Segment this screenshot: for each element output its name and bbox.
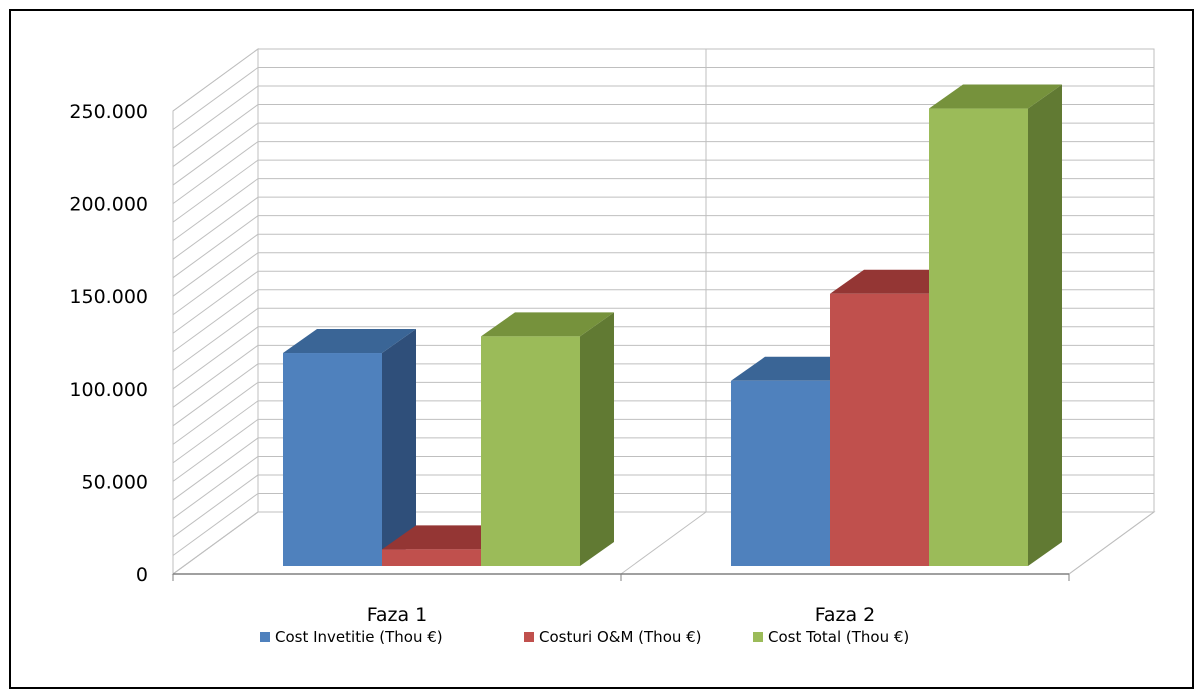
gridline-side bbox=[172, 437, 259, 501]
bar-0-2 bbox=[481, 312, 614, 566]
gridline-side bbox=[172, 233, 259, 297]
y-tick-label: 50.000 bbox=[82, 471, 148, 493]
gridline-side bbox=[172, 326, 259, 390]
y-tick-label: 0 bbox=[136, 564, 148, 586]
legend-label: Cost Invetitie (Thou €) bbox=[275, 628, 443, 646]
y-axis-tick-labels: 0 50.000 100.000 150.000 200.000 250.000 bbox=[69, 101, 148, 586]
y-tick-label: 250.000 bbox=[69, 101, 148, 123]
legend-item: Cost Total (Thou €) bbox=[753, 628, 909, 646]
legend-swatch bbox=[260, 632, 270, 642]
bar-side bbox=[1028, 84, 1062, 566]
gridline-side bbox=[172, 159, 259, 223]
gridline-side bbox=[172, 289, 259, 353]
bar-side bbox=[382, 329, 416, 566]
bar-top bbox=[481, 312, 614, 337]
y-tick-label: 100.000 bbox=[69, 379, 148, 401]
gridline-side bbox=[172, 215, 259, 279]
gridline-side bbox=[172, 344, 259, 408]
gridline-side bbox=[172, 48, 259, 112]
legend-swatch bbox=[753, 632, 763, 642]
bar-side bbox=[580, 312, 614, 566]
gridline-side bbox=[172, 418, 259, 482]
gridline-side bbox=[172, 270, 259, 334]
gridline-side bbox=[172, 104, 259, 167]
bar-front bbox=[283, 353, 382, 566]
legend-swatch bbox=[524, 632, 534, 642]
legend-item: Cost Invetitie (Thou €) bbox=[260, 628, 443, 646]
y-tick-label: 150.000 bbox=[69, 286, 148, 308]
bar-front bbox=[929, 108, 1028, 566]
bar-front bbox=[382, 549, 481, 566]
legend: Cost Invetitie (Thou €) Costuri O&M (Thou… bbox=[260, 628, 909, 646]
bar-top bbox=[929, 84, 1062, 109]
gridline-side bbox=[172, 178, 259, 242]
y-tick-label: 200.000 bbox=[69, 194, 148, 216]
gridline-side bbox=[172, 456, 259, 519]
gridline-side bbox=[172, 493, 259, 556]
side-wall bbox=[172, 48, 259, 575]
bar-front bbox=[481, 336, 580, 566]
floor-divider bbox=[620, 511, 707, 575]
x-category-label: Faza 1 bbox=[367, 604, 428, 626]
gridline-side bbox=[172, 252, 259, 316]
gridline-side bbox=[172, 363, 259, 427]
floor-divider bbox=[1068, 511, 1155, 575]
legend-label: Cost Total (Thou €) bbox=[768, 628, 909, 646]
bars bbox=[283, 84, 1062, 566]
bar-front bbox=[731, 380, 830, 566]
gridline-side bbox=[172, 122, 259, 186]
gridline-side bbox=[172, 85, 259, 149]
bar-1-2 bbox=[929, 84, 1062, 566]
gridline-side bbox=[172, 400, 259, 464]
x-axis-category-labels: Faza 1 Faza 2 bbox=[367, 604, 876, 626]
x-category-label: Faza 2 bbox=[815, 604, 876, 626]
bar-front bbox=[830, 293, 929, 566]
legend-item: Costuri O&M (Thou €) bbox=[524, 628, 702, 646]
chart-frame: 0 50.000 100.000 150.000 200.000 250.000 Faza… bbox=[9, 9, 1194, 689]
gridline-side bbox=[172, 196, 259, 260]
bar-chart-3d: 0 50.000 100.000 150.000 200.000 250.000 Faza… bbox=[69, 48, 1156, 646]
gridline-side bbox=[172, 141, 259, 205]
floor-divider bbox=[172, 511, 259, 575]
bar-top bbox=[283, 329, 416, 354]
bar-0-0 bbox=[283, 329, 416, 566]
gridline-side bbox=[172, 474, 259, 538]
gridline-side bbox=[172, 67, 259, 130]
legend-label: Costuri O&M (Thou €) bbox=[539, 628, 702, 646]
gridline-side bbox=[172, 307, 259, 371]
gridline-side bbox=[172, 381, 259, 445]
